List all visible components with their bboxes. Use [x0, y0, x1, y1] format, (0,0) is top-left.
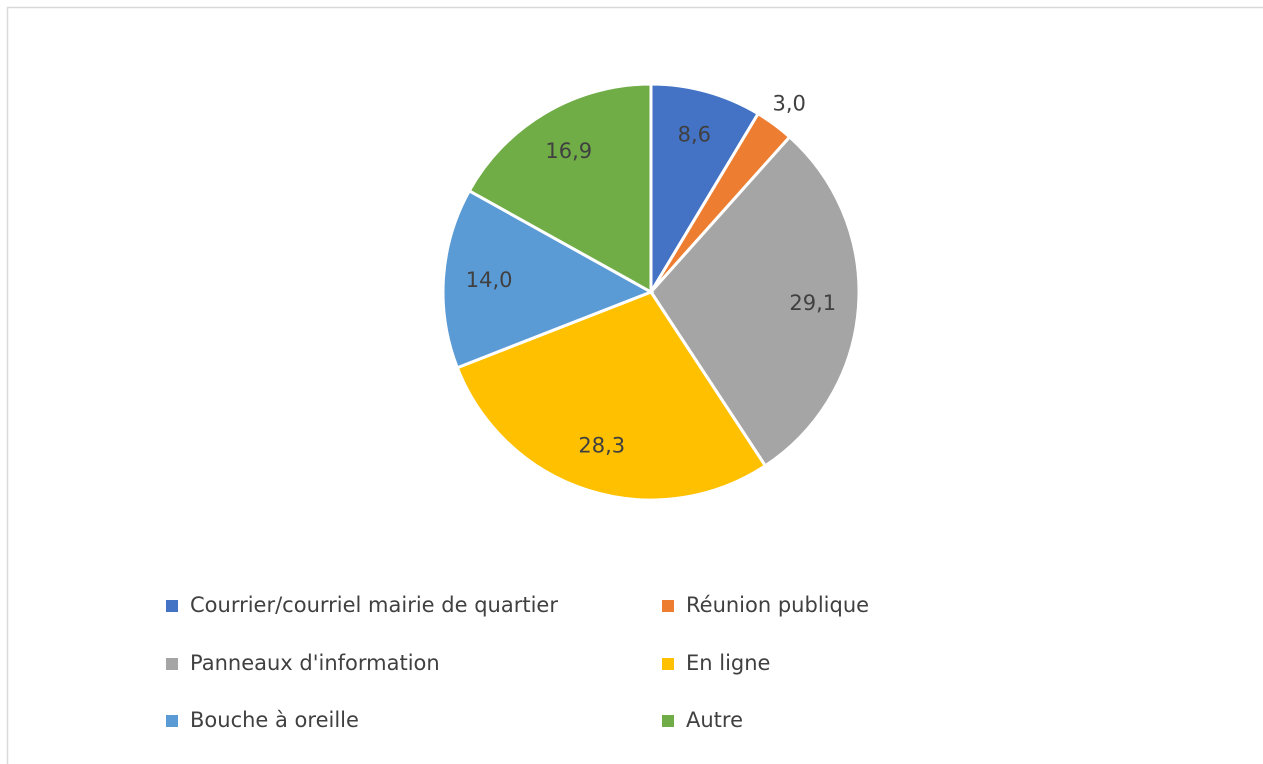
legend-swatch — [166, 715, 178, 727]
legend-label: Courrier/courriel mairie de quartier — [190, 593, 558, 617]
pie-slice — [649, 82, 761, 298]
legend-swatch — [662, 658, 674, 670]
legend-label: En ligne — [686, 651, 770, 675]
legend-swatch — [166, 658, 178, 670]
data-label: 3,0 — [773, 91, 806, 115]
data-label: 14,0 — [466, 268, 513, 292]
data-label: 8,6 — [678, 123, 711, 147]
legend-swatch — [166, 600, 178, 612]
legend-label: Réunion publique — [686, 593, 869, 617]
pie-slice — [467, 82, 653, 295]
legend-swatch — [662, 715, 674, 727]
pie-slice — [441, 188, 655, 370]
data-label: 16,9 — [545, 139, 592, 163]
legend-label: Bouche à oreille — [190, 708, 359, 732]
legend-label: Panneaux d'information — [190, 651, 440, 675]
data-label: 28,3 — [578, 434, 625, 458]
legend-label: Autre — [686, 708, 743, 732]
data-label: 29,1 — [789, 291, 836, 315]
pie-slice — [649, 134, 861, 468]
pie-slice — [455, 290, 768, 502]
legend-swatch — [662, 600, 674, 612]
